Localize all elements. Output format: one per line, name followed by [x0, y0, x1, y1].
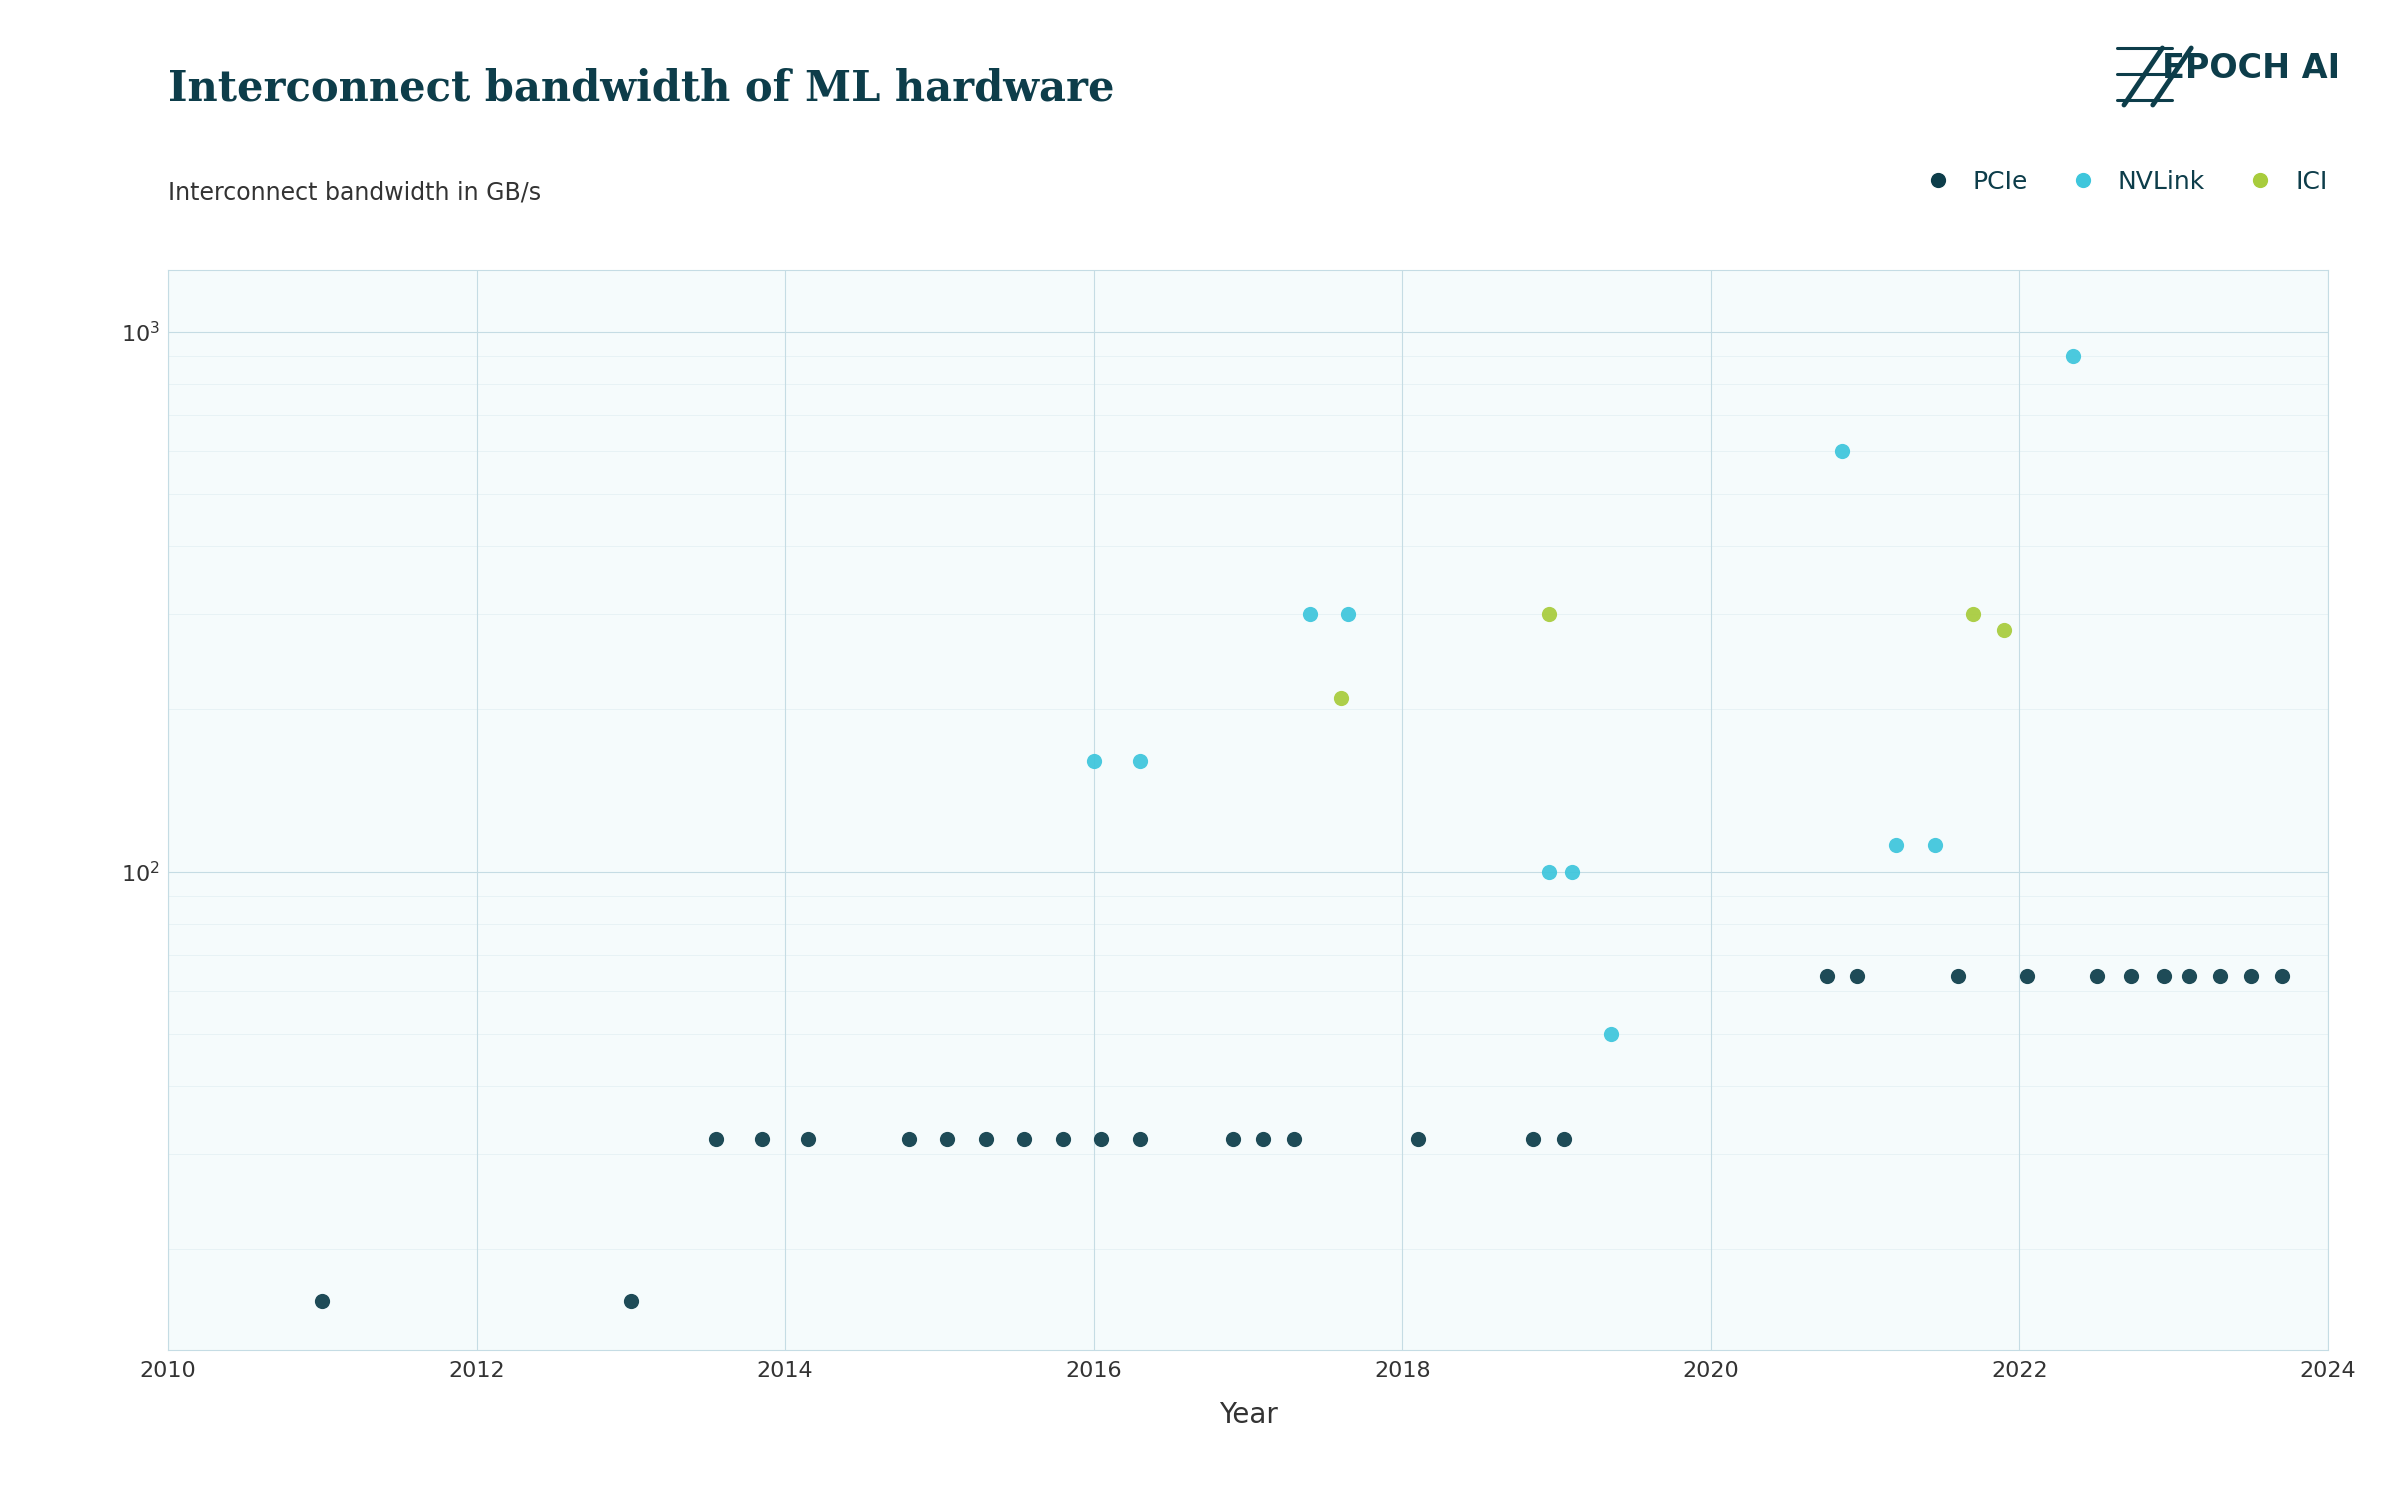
PCIe	[744, 1126, 782, 1150]
NVLink	[1553, 859, 1591, 883]
Text: Interconnect bandwidth of ML hardware: Interconnect bandwidth of ML hardware	[168, 68, 1114, 110]
PCIe	[2112, 964, 2150, 988]
PCIe	[2263, 964, 2302, 988]
PCIe	[1214, 1126, 1253, 1150]
PCIe	[2201, 964, 2239, 988]
PCIe	[890, 1126, 929, 1150]
NVLink	[1915, 833, 1954, 856]
NVLink	[1591, 1022, 1630, 1046]
Text: Interconnect bandwidth in GB/s: Interconnect bandwidth in GB/s	[168, 180, 540, 204]
PCIe	[1243, 1126, 1282, 1150]
ICI	[1954, 602, 1992, 625]
PCIe	[2170, 964, 2208, 988]
PCIe	[1546, 1126, 1584, 1150]
PCIe	[302, 1290, 341, 1314]
PCIe	[1807, 964, 1846, 988]
PCIe	[1082, 1126, 1121, 1150]
PCIe	[2232, 964, 2270, 988]
Text: EPOCH AI: EPOCH AI	[2162, 53, 2340, 86]
NVLink	[1121, 750, 1159, 774]
PCIe	[2078, 964, 2117, 988]
PCIe	[1939, 964, 1978, 988]
PCIe	[2009, 964, 2047, 988]
NVLink	[1529, 859, 1567, 883]
NVLink	[2054, 344, 2093, 368]
NVLink	[1877, 833, 1915, 856]
ICI	[1322, 686, 1361, 709]
PCIe	[1514, 1126, 1553, 1150]
PCIe	[1274, 1126, 1313, 1150]
PCIe	[1838, 964, 1877, 988]
PCIe	[929, 1126, 967, 1150]
ICI	[1529, 602, 1567, 625]
Legend: PCIe, NVLink, ICI: PCIe, NVLink, ICI	[1913, 170, 2328, 194]
ICI	[1985, 618, 2023, 642]
PCIe	[696, 1126, 734, 1150]
NVLink	[1824, 440, 1862, 464]
PCIe	[1044, 1126, 1082, 1150]
PCIe	[790, 1126, 828, 1150]
PCIe	[1121, 1126, 1159, 1150]
X-axis label: Year: Year	[1219, 1401, 1277, 1428]
NVLink	[1075, 750, 1114, 774]
NVLink	[1330, 602, 1368, 625]
PCIe	[1006, 1126, 1044, 1150]
PCIe	[2146, 964, 2184, 988]
PCIe	[1399, 1126, 1438, 1150]
PCIe	[612, 1290, 650, 1314]
NVLink	[1291, 602, 1330, 625]
PCIe	[967, 1126, 1006, 1150]
